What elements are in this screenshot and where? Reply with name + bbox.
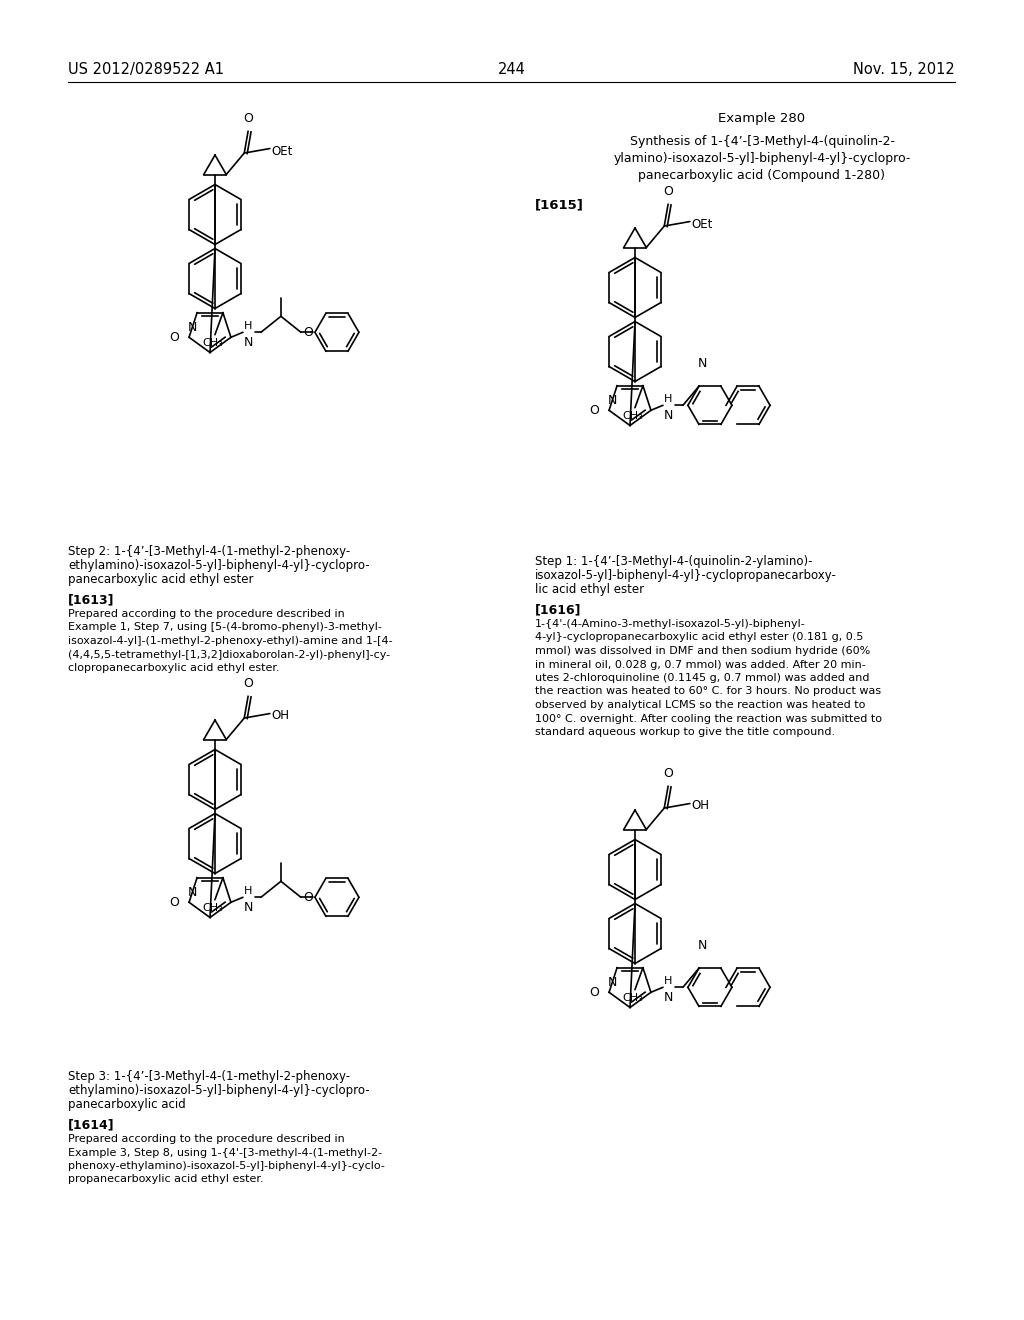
Text: phenoxy-ethylamino)-isoxazol-5-yl]-biphenyl-4-yl}-cyclo-: phenoxy-ethylamino)-isoxazol-5-yl]-biphe… (68, 1162, 385, 1171)
Text: O: O (589, 986, 599, 999)
Text: O: O (243, 112, 253, 125)
Text: 1-{4'-(4-Amino-3-methyl-isoxazol-5-yl)-biphenyl-: 1-{4'-(4-Amino-3-methyl-isoxazol-5-yl)-b… (535, 619, 806, 630)
Text: OEt: OEt (692, 218, 714, 231)
Text: H: H (244, 886, 252, 896)
Text: Prepared according to the procedure described in: Prepared according to the procedure desc… (68, 609, 345, 619)
Text: 244: 244 (498, 62, 526, 77)
Text: mmol) was dissolved in DMF and then sodium hydride (60%: mmol) was dissolved in DMF and then sodi… (535, 645, 870, 656)
Text: H: H (664, 977, 673, 986)
Text: O: O (169, 896, 179, 908)
Text: 100° C. overnight. After cooling the reaction was submitted to: 100° C. overnight. After cooling the rea… (535, 714, 882, 723)
Text: [1616]: [1616] (535, 603, 582, 616)
Text: Example 280: Example 280 (719, 112, 806, 125)
Text: CH₃: CH₃ (203, 903, 223, 912)
Text: N: N (607, 975, 616, 989)
Text: O: O (664, 185, 673, 198)
Text: N: N (664, 409, 674, 422)
Text: utes 2-chloroquinoline (0.1145 g, 0.7 mmol) was added and: utes 2-chloroquinoline (0.1145 g, 0.7 mm… (535, 673, 869, 682)
Text: O: O (303, 891, 312, 904)
Text: N: N (187, 321, 197, 334)
Text: N: N (698, 358, 708, 370)
Text: isoxazol-5-yl]-biphenyl-4-yl}-cyclopropanecarboxy-: isoxazol-5-yl]-biphenyl-4-yl}-cyclopropa… (535, 569, 837, 582)
Text: OH: OH (692, 799, 710, 812)
Text: 4-yl}-cyclopropanecarboxylic acid ethyl ester (0.181 g, 0.5: 4-yl}-cyclopropanecarboxylic acid ethyl … (535, 632, 863, 643)
Text: Example 1, Step 7, using [5-(4-bromo-phenyl)-3-methyl-: Example 1, Step 7, using [5-(4-bromo-phe… (68, 623, 382, 632)
Text: OEt: OEt (271, 145, 293, 158)
Text: panecarboxylic acid (Compound 1-280): panecarboxylic acid (Compound 1-280) (639, 169, 886, 182)
Text: Prepared according to the procedure described in: Prepared according to the procedure desc… (68, 1134, 345, 1144)
Text: Step 1: 1-{4’-[3-Methyl-4-(quinolin-2-ylamino)-: Step 1: 1-{4’-[3-Methyl-4-(quinolin-2-yl… (535, 554, 812, 568)
Text: O: O (589, 404, 599, 417)
Text: O: O (243, 677, 253, 690)
Text: O: O (664, 767, 673, 780)
Text: CH₃: CH₃ (623, 411, 643, 421)
Text: ethylamino)-isoxazol-5-yl]-biphenyl-4-yl}-cyclopro-: ethylamino)-isoxazol-5-yl]-biphenyl-4-yl… (68, 558, 370, 572)
Text: Nov. 15, 2012: Nov. 15, 2012 (853, 62, 955, 77)
Text: OH: OH (271, 709, 290, 722)
Text: clopropanecarboxylic acid ethyl ester.: clopropanecarboxylic acid ethyl ester. (68, 663, 280, 673)
Text: O: O (169, 331, 179, 343)
Text: lic acid ethyl ester: lic acid ethyl ester (535, 583, 644, 597)
Text: [1614]: [1614] (68, 1118, 115, 1131)
Text: in mineral oil, 0.028 g, 0.7 mmol) was added. After 20 min-: in mineral oil, 0.028 g, 0.7 mmol) was a… (535, 660, 865, 669)
Text: observed by analytical LCMS so the reaction was heated to: observed by analytical LCMS so the react… (535, 700, 865, 710)
Text: US 2012/0289522 A1: US 2012/0289522 A1 (68, 62, 224, 77)
Text: [1613]: [1613] (68, 593, 115, 606)
Text: H: H (664, 395, 673, 404)
Text: ylamino)-isoxazol-5-yl]-biphenyl-4-yl}-cyclopro-: ylamino)-isoxazol-5-yl]-biphenyl-4-yl}-c… (613, 152, 910, 165)
Text: N: N (607, 393, 616, 407)
Text: isoxazol-4-yl]-(1-methyl-2-phenoxy-ethyl)-amine and 1-[4-: isoxazol-4-yl]-(1-methyl-2-phenoxy-ethyl… (68, 636, 392, 645)
Text: the reaction was heated to 60° C. for 3 hours. No product was: the reaction was heated to 60° C. for 3 … (535, 686, 881, 697)
Text: N: N (187, 886, 197, 899)
Text: (4,4,5,5-tetramethyl-[1,3,2]dioxaborolan-2-yl)-phenyl]-cy-: (4,4,5,5-tetramethyl-[1,3,2]dioxaborolan… (68, 649, 390, 660)
Text: N: N (698, 940, 708, 952)
Text: Example 3, Step 8, using 1-{4'-[3-methyl-4-(1-methyl-2-: Example 3, Step 8, using 1-{4'-[3-methyl… (68, 1147, 382, 1158)
Text: panecarboxylic acid: panecarboxylic acid (68, 1098, 185, 1111)
Text: ethylamino)-isoxazol-5-yl]-biphenyl-4-yl}-cyclopro-: ethylamino)-isoxazol-5-yl]-biphenyl-4-yl… (68, 1084, 370, 1097)
Text: N: N (244, 902, 253, 915)
Text: standard aqueous workup to give the title compound.: standard aqueous workup to give the titl… (535, 727, 836, 737)
Text: Step 2: 1-{4’-[3-Methyl-4-(1-methyl-2-phenoxy-: Step 2: 1-{4’-[3-Methyl-4-(1-methyl-2-ph… (68, 545, 350, 558)
Text: Synthesis of 1-{4’-[3-Methyl-4-(quinolin-2-: Synthesis of 1-{4’-[3-Methyl-4-(quinolin… (630, 135, 895, 148)
Text: O: O (303, 326, 312, 339)
Text: N: N (244, 337, 253, 350)
Text: N: N (664, 991, 674, 1005)
Text: CH₃: CH₃ (623, 993, 643, 1003)
Text: H: H (244, 321, 252, 331)
Text: panecarboxylic acid ethyl ester: panecarboxylic acid ethyl ester (68, 573, 254, 586)
Text: CH₃: CH₃ (203, 338, 223, 347)
Text: [1615]: [1615] (535, 198, 584, 211)
Text: propanecarboxylic acid ethyl ester.: propanecarboxylic acid ethyl ester. (68, 1175, 263, 1184)
Text: Step 3: 1-{4’-[3-Methyl-4-(1-methyl-2-phenoxy-: Step 3: 1-{4’-[3-Methyl-4-(1-methyl-2-ph… (68, 1071, 350, 1082)
